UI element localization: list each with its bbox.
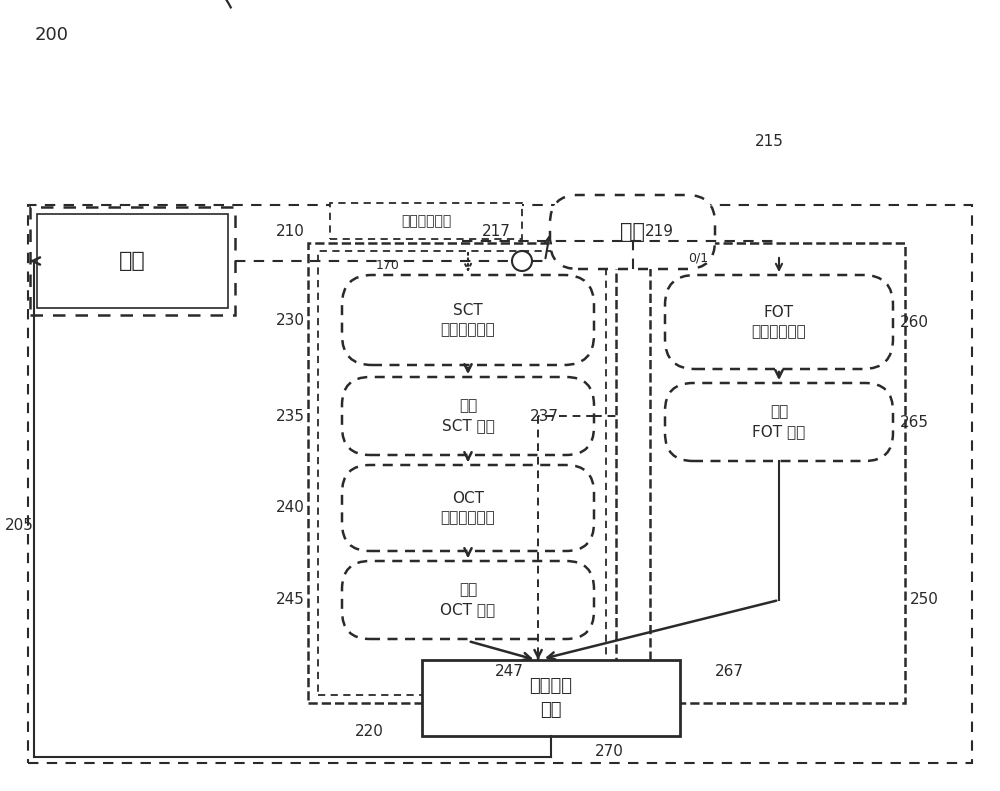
Bar [308, 243, 616, 703]
FancyBboxPatch shape [342, 465, 594, 551]
Text: 215: 215 [755, 134, 784, 149]
Bar [650, 243, 905, 703]
Bar [37, 214, 228, 308]
FancyBboxPatch shape [342, 377, 594, 455]
FancyBboxPatch shape [665, 275, 893, 369]
Text: FOT
（光纤测试）: FOT （光纤测试） [752, 305, 806, 339]
Text: 247: 247 [495, 664, 524, 679]
FancyBboxPatch shape [342, 561, 594, 639]
Text: 0/1: 0/1 [688, 251, 708, 264]
Text: SCT
（短路测试）: SCT （短路测试） [441, 303, 495, 338]
Text: 验证
FOT 结果: 验证 FOT 结果 [752, 405, 806, 439]
Text: 217: 217 [482, 224, 511, 239]
Text: 复位: 复位 [620, 222, 645, 242]
Text: 270: 270 [595, 744, 624, 759]
Circle shape [512, 251, 532, 271]
Text: 170: 170 [376, 259, 400, 272]
Text: 260: 260 [900, 315, 929, 330]
FancyBboxPatch shape [665, 383, 893, 461]
Text: OCT
（开路测试）: OCT （开路测试） [441, 490, 495, 525]
Text: 240: 240 [276, 501, 305, 516]
Text: 测试控制命令: 测试控制命令 [401, 214, 451, 228]
Text: 250: 250 [910, 592, 939, 607]
Text: 测试数据
报告: 测试数据 报告 [530, 677, 572, 719]
Text: 230: 230 [276, 312, 305, 327]
Bar [318, 251, 606, 695]
Bar [30, 207, 235, 315]
Bar [28, 205, 972, 763]
Text: 235: 235 [276, 408, 305, 423]
Text: 205: 205 [5, 518, 34, 533]
Text: 空闲: 空闲 [119, 251, 146, 271]
FancyBboxPatch shape [342, 275, 594, 365]
Text: 200: 200 [35, 26, 69, 44]
Text: 267: 267 [715, 664, 744, 679]
FancyBboxPatch shape [550, 195, 715, 269]
Text: 237: 237 [530, 408, 559, 423]
Text: 验证
SCT 结果: 验证 SCT 结果 [442, 399, 494, 433]
Text: 220: 220 [355, 724, 384, 739]
Bar [422, 660, 680, 736]
Text: 验证
OCT 结果: 验证 OCT 结果 [440, 583, 496, 618]
Text: 210: 210 [276, 224, 305, 239]
Bar [330, 203, 522, 239]
Text: 265: 265 [900, 414, 929, 430]
Text: 245: 245 [276, 592, 305, 607]
Text: 219: 219 [645, 224, 674, 239]
